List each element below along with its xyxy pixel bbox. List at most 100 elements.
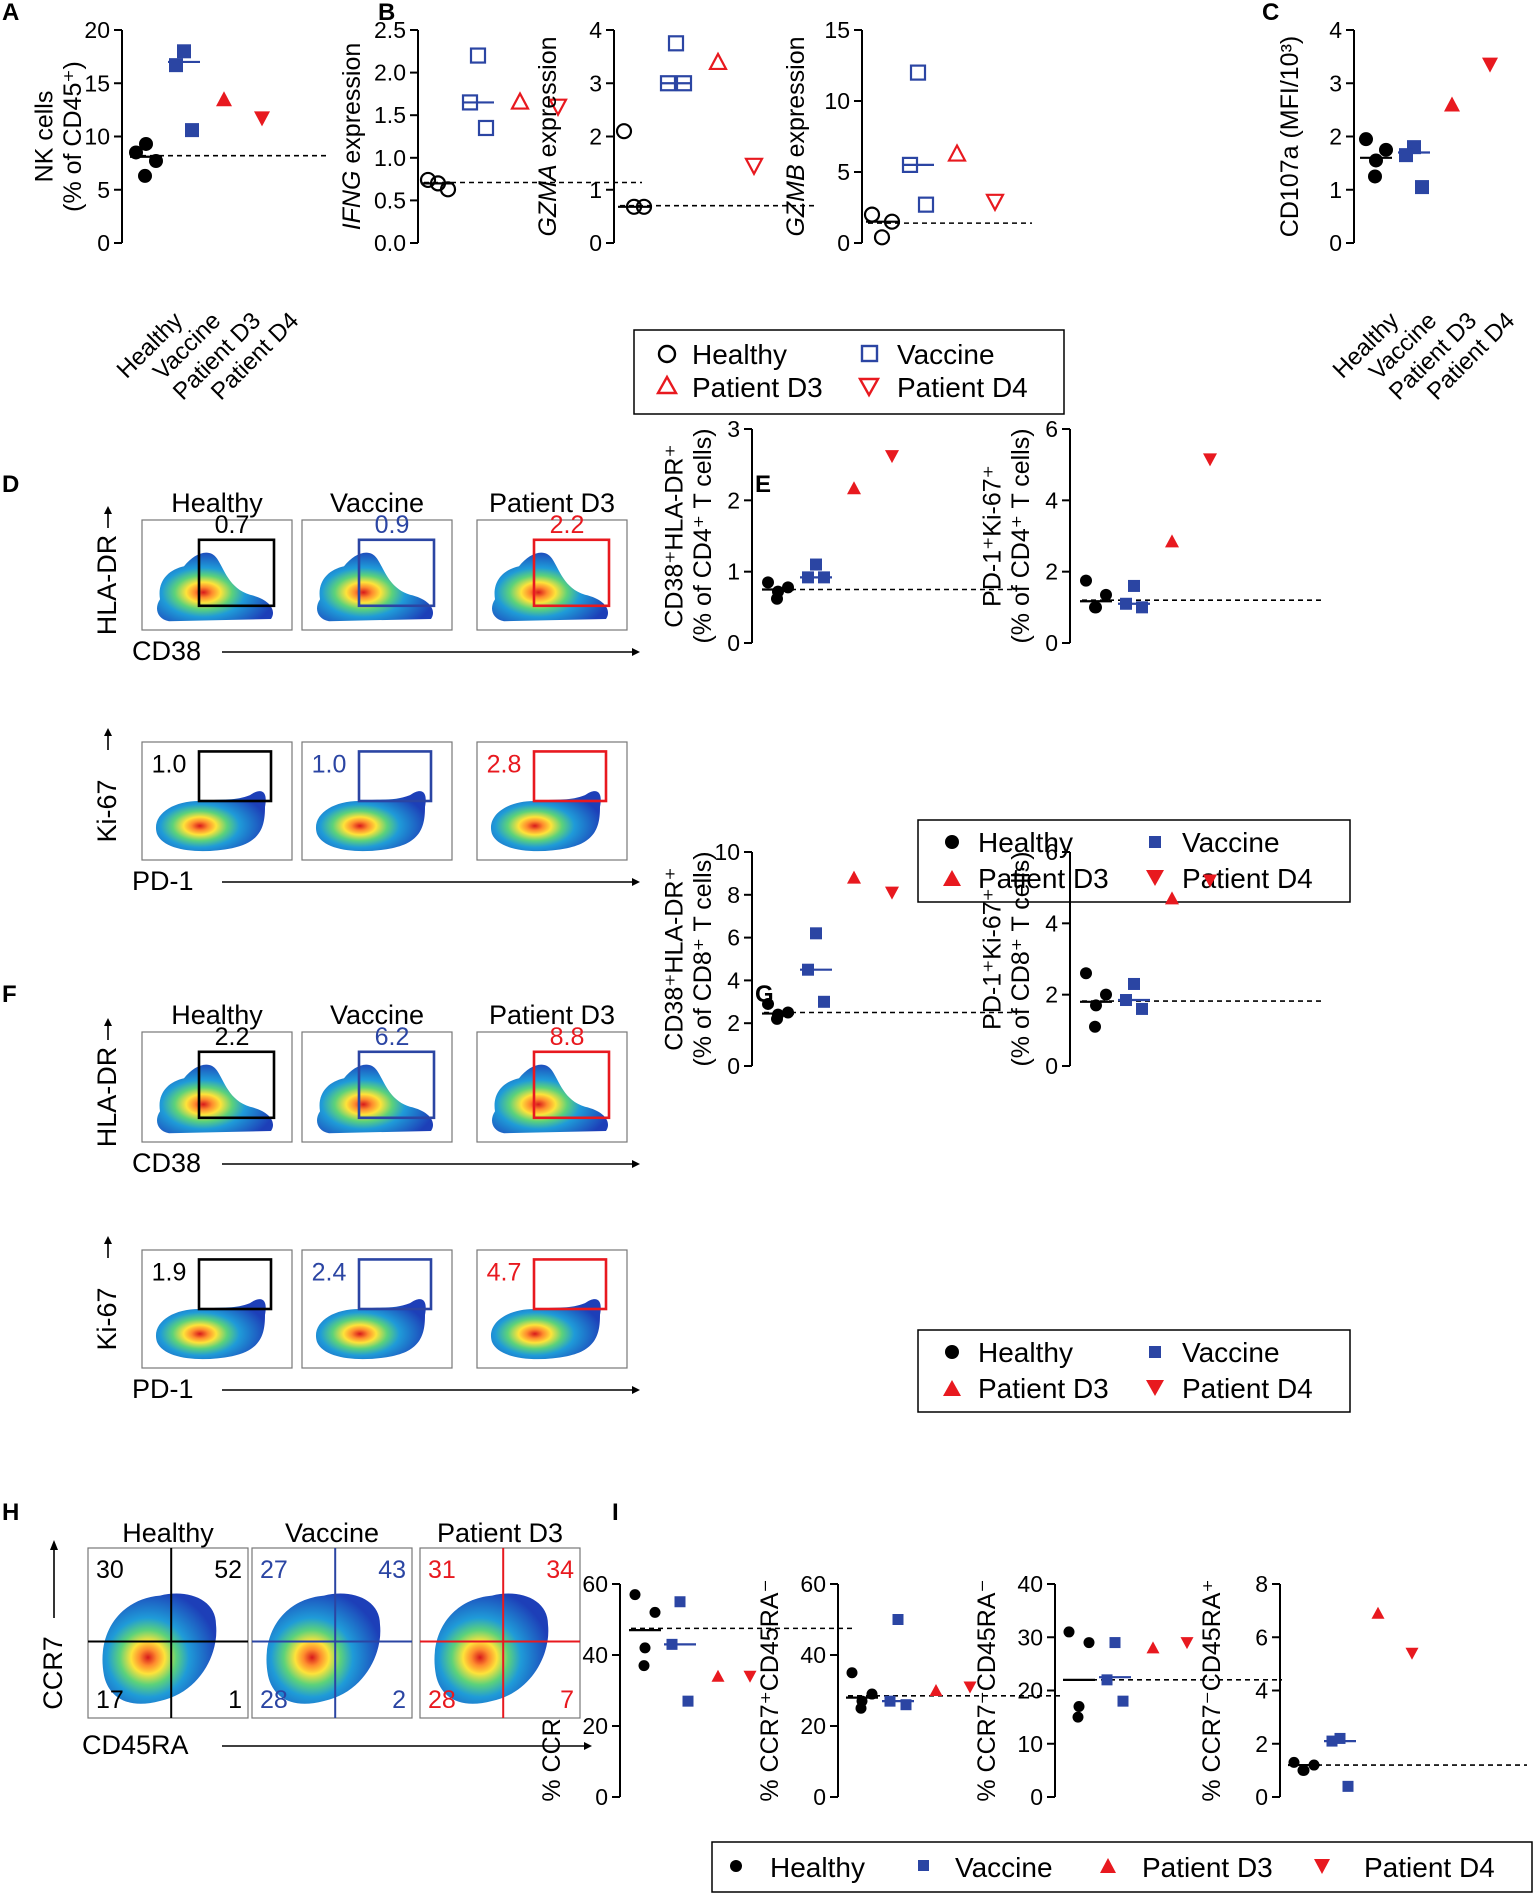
panel-label-c: C (1262, 0, 1279, 26)
density-cloud (317, 552, 434, 622)
legend-vaccine-marker (918, 1860, 929, 1871)
healthy-point (782, 1006, 794, 1019)
y-axis-title: CD107a (MFI/10³) (1276, 36, 1304, 237)
vaccine-point (1342, 1780, 1354, 1792)
y-tick-label: 3 (1329, 70, 1342, 96)
flow-plot: 2.2 (141, 1023, 293, 1143)
y-tick-label: 0 (727, 1053, 740, 1079)
y-tick-label: 2.5 (374, 17, 406, 43)
flow-plot: 1.9 (141, 1249, 293, 1369)
flow-column-title: Patient D3 (437, 1518, 563, 1548)
y-tick-label: 4 (589, 17, 602, 43)
gate-box (357, 538, 436, 608)
x-arrowhead (632, 1160, 640, 1168)
flow-plot: 2.8 (476, 741, 628, 861)
y-tick-label: 2 (589, 124, 602, 150)
gate-box (197, 1258, 273, 1311)
y-tick-label: 2 (1045, 559, 1058, 585)
patient-d4-point (885, 886, 899, 900)
vaccine-point (659, 75, 677, 92)
vaccine-point (1415, 180, 1429, 195)
flow-column-title: Patient D3 (489, 1000, 615, 1030)
panel-label-a: A (2, 0, 19, 26)
y-tick-label: 0.5 (374, 187, 406, 213)
y-arrowhead (104, 728, 112, 736)
chart-g2: 0 2 4 6 PD-1⁺Ki-67⁺(% of CD8⁺ T cells) (978, 839, 1322, 1079)
quadrant-plot: 30 52 17 1 (87, 1547, 249, 1719)
y-tick-label: 20 (800, 1713, 826, 1739)
quadrant-percentage: 27 (260, 1556, 288, 1584)
legend-d3-label: Patient D3 (692, 372, 823, 403)
patient-d4-point (885, 450, 899, 464)
gate-box (197, 1050, 276, 1120)
legend-d4-label: Patient D4 (1182, 863, 1313, 894)
y-tick-label: 10 (84, 124, 110, 150)
y-tick-label: 1.0 (374, 145, 406, 171)
y-tick-label: 30 (1017, 1624, 1043, 1650)
y-axis-title-line: CD38⁺HLA-DR⁺ (660, 444, 688, 627)
y-axis-title-rest: expression (338, 43, 366, 171)
y-tick-label: 4 (727, 967, 740, 993)
flow-y-axis-title: CCR7 (38, 1636, 68, 1710)
patient-d4-point (548, 98, 568, 118)
y-tick-label: 4 (1255, 1678, 1268, 1704)
gate-box (197, 538, 276, 608)
patient-d3-point (947, 143, 967, 162)
y-tick-label: 2 (727, 487, 740, 513)
legend-d4-label: Patient D4 (1364, 1852, 1495, 1883)
y-tick-label: 40 (800, 1642, 826, 1668)
y-tick-label: 3 (727, 416, 740, 442)
patient-d3-point (847, 870, 861, 884)
y-tick-label: 0 (813, 1784, 826, 1810)
y-axis-title: IFNG expression (338, 43, 366, 231)
patient-d3-point (216, 91, 232, 107)
panel-label-e: E (755, 471, 771, 498)
panel-label-f: F (2, 981, 17, 1008)
legend-healthy-label: Healthy (978, 1337, 1073, 1368)
y-axis-title-line: (% of CD4⁺ T cells) (1007, 428, 1035, 643)
healthy-point (139, 136, 153, 151)
healthy-point (782, 581, 794, 594)
y-tick-label: 0 (1329, 230, 1342, 256)
density-cloud (315, 1299, 426, 1360)
vaccine-point (1128, 579, 1140, 592)
panel-label-h: H (2, 1499, 19, 1526)
patient-d3-point (1165, 534, 1179, 548)
flow-column-title: Healthy (171, 1000, 263, 1030)
y-axis-title-line: NK cells (30, 91, 58, 183)
y-tick-label: 60 (582, 1571, 608, 1597)
flow-plot: 0.9 (301, 511, 453, 631)
patient-d3-point (1146, 1641, 1160, 1654)
y-axis-title: NK cells(% of CD45⁺) (30, 61, 87, 212)
legend-d3-marker (943, 870, 961, 886)
vaccine-point (477, 119, 495, 137)
healthy-point (1100, 988, 1112, 1001)
flow-y-axis-title: HLA-DR (92, 1047, 122, 1148)
legend-vaccine-marker (860, 344, 879, 363)
y-axis-title: GZMA expression (534, 36, 562, 236)
y-tick-label: 6 (1045, 839, 1058, 865)
legend-healthy-label: Healthy (770, 1852, 865, 1883)
y-tick-label: 60 (800, 1571, 826, 1597)
x-arrowhead (632, 648, 640, 656)
y-tick-label: 0 (1045, 1053, 1058, 1079)
vaccine-point (1117, 1695, 1129, 1707)
healthy-point (649, 1606, 661, 1618)
y-tick-label: 2 (1045, 982, 1058, 1008)
quadrant-percentage: 17 (96, 1686, 124, 1714)
x-arrowhead (632, 1386, 640, 1394)
vaccine-point (169, 58, 183, 73)
y-tick-label: 2.0 (374, 60, 406, 86)
healthy-point (762, 576, 774, 589)
quadrant-percentage: 30 (96, 1556, 124, 1584)
healthy-point (635, 198, 653, 215)
flow-x-axis-title: CD38 (132, 1148, 201, 1178)
y-axis-title: PD-1⁺Ki-67⁺(% of CD8⁺ T cells) (978, 851, 1035, 1066)
legend-vaccine-label: Vaccine (897, 339, 995, 370)
healthy-point (615, 123, 633, 140)
y-tick-label: 40 (1017, 1571, 1043, 1597)
healthy-point (873, 229, 891, 246)
vaccine-point (469, 47, 487, 64)
